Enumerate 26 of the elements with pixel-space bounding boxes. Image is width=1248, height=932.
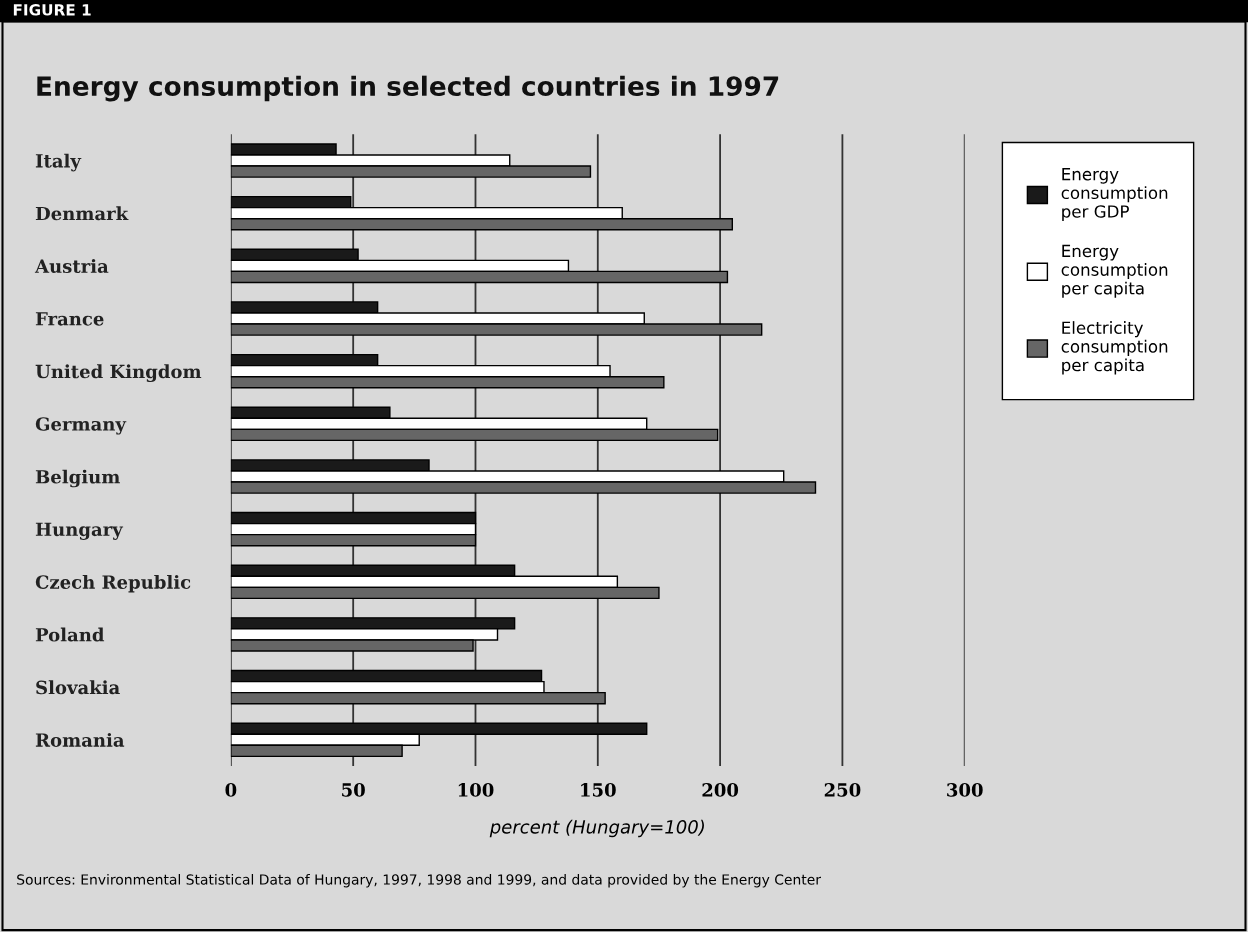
- y-tick-label: Poland: [35, 627, 105, 642]
- y-tick-label: Czech Republic: [35, 574, 191, 593]
- legend-label: Energy consumption per GDP: [1061, 168, 1168, 221]
- y-tick-label: Austria: [34, 258, 109, 273]
- y-tick-label: Denmark: [35, 206, 129, 221]
- y-tick-label: France: [35, 312, 104, 326]
- x-tick-label: 300: [947, 783, 983, 797]
- x-tick-label: 100: [458, 783, 494, 797]
- y-tick-label: Belgium: [35, 469, 120, 488]
- y-tick-label: United Kingdom: [35, 364, 202, 383]
- source-note: Sources: Environmental Statistical Data of Hungary, 1997, 1998 and 1999, and data provided by the Energy Center: [17, 874, 821, 888]
- y-tick-label: Germany: [35, 417, 127, 435]
- y-tick-label: Romania: [35, 732, 125, 747]
- legend-label: Energy consumption per capita: [1061, 244, 1168, 298]
- caption: FIGURE 1: [13, 4, 91, 16]
- x-axis-title: percent (Hungary=100): [489, 819, 704, 838]
- y-tick-label: Slovakia: [36, 680, 120, 695]
- y-tick-label: Hungary: [35, 522, 124, 540]
- x-tick-label: 200: [702, 783, 739, 797]
- x-tick-label: 250: [824, 783, 861, 797]
- chart-title: Energy consumption in selected countries in 1997: [37, 75, 779, 102]
- y-tick-label: Italy: [35, 153, 82, 172]
- legend-label: Electricity consumption per capita: [1061, 321, 1168, 375]
- x-tick-label: 50: [342, 783, 365, 797]
- x-tick-label: 150: [581, 783, 616, 797]
- x-tick-label: 0: [225, 783, 237, 797]
